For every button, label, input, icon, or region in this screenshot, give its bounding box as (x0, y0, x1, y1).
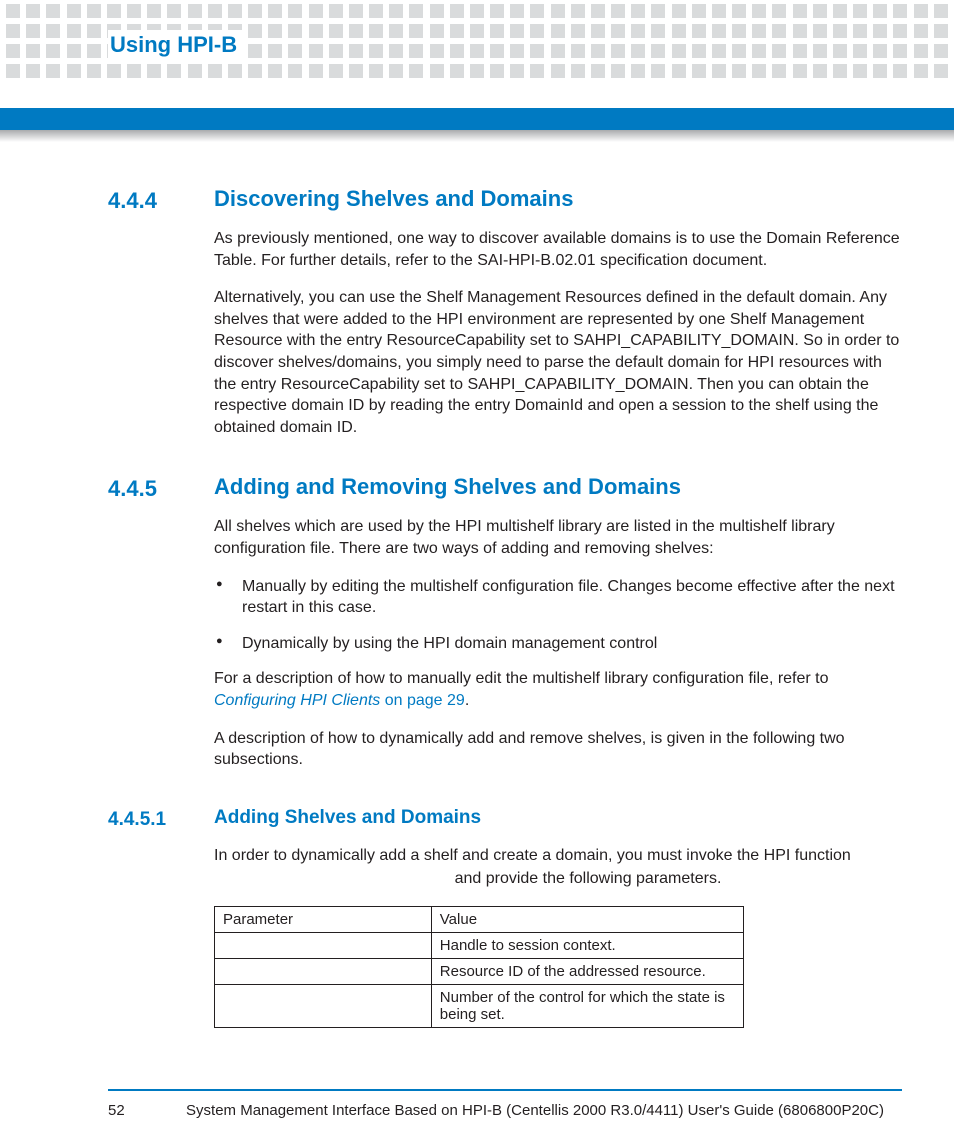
body-paragraph: For a description of how to manually edi… (214, 668, 902, 711)
header-blue-bar (0, 108, 954, 130)
list-item: Manually by editing the multishelf confi… (214, 576, 902, 619)
table-row: Handle to session context. (215, 932, 744, 958)
header-gray-fade (0, 130, 954, 142)
body-paragraph: Alternatively, you can use the Shelf Man… (214, 287, 902, 438)
table-cell: Number of the control for which the stat… (431, 984, 743, 1027)
footer-rule (108, 1089, 902, 1091)
table-row: Resource ID of the addressed resource. (215, 958, 744, 984)
page-footer: 52 System Management Interface Based on … (108, 1102, 902, 1119)
subsection-heading: Adding Shelves and Domains (214, 807, 902, 829)
table-cell: Handle to session context. (431, 932, 743, 958)
table-cell (215, 958, 432, 984)
table-cell (215, 932, 432, 958)
text-run: . (465, 692, 469, 709)
section-4-4-5-1: 4.4.5.1 Adding Shelves and Domains In or… (108, 807, 902, 1028)
cross-reference-page[interactable]: on page 29 (380, 692, 465, 709)
footer-doc-title: System Management Interface Based on HPI… (168, 1102, 902, 1119)
table-header-row: Parameter Value (215, 906, 744, 932)
body-paragraph: As previously mentioned, one way to disc… (214, 228, 902, 271)
section-heading: Adding and Removing Shelves and Domains (214, 474, 902, 500)
body-paragraph: A description of how to dynamically add … (214, 728, 902, 771)
section-4-4-5: 4.4.5 Adding and Removing Shelves and Do… (108, 474, 902, 786)
section-number: 4.4.5 (108, 474, 190, 786)
section-number: 4.4.4 (108, 186, 190, 454)
parameters-table: Parameter Value Handle to session contex… (214, 906, 744, 1028)
body-paragraph: All shelves which are used by the HPI mu… (214, 516, 902, 559)
table-cell (215, 984, 432, 1027)
running-header-title: Using HPI-B (108, 30, 247, 60)
page-content: 4.4.4 Discovering Shelves and Domains As… (108, 186, 902, 1075)
table-cell: Resource ID of the addressed resource. (431, 958, 743, 984)
cross-reference-link[interactable]: Configuring HPI Clients (214, 692, 380, 709)
table-header-cell: Value (431, 906, 743, 932)
table-row: Number of the control for which the stat… (215, 984, 744, 1027)
section-4-4-4: 4.4.4 Discovering Shelves and Domains As… (108, 186, 902, 454)
list-item: Dynamically by using the HPI domain mana… (214, 633, 902, 655)
text-run: and provide the following parameters. (455, 870, 722, 887)
body-paragraph: In order to dynamically add a shelf and … (214, 845, 902, 867)
text-run: For a description of how to manually edi… (214, 670, 829, 687)
bullet-list: Manually by editing the multishelf confi… (214, 576, 902, 655)
body-paragraph: and provide the following parameters. (274, 868, 902, 890)
section-number: 4.4.5.1 (108, 807, 190, 1028)
table-header-cell: Parameter (215, 906, 432, 932)
page-number: 52 (108, 1102, 168, 1119)
section-heading: Discovering Shelves and Domains (214, 186, 902, 212)
text-run: In order to dynamically add a shelf and … (214, 847, 851, 864)
